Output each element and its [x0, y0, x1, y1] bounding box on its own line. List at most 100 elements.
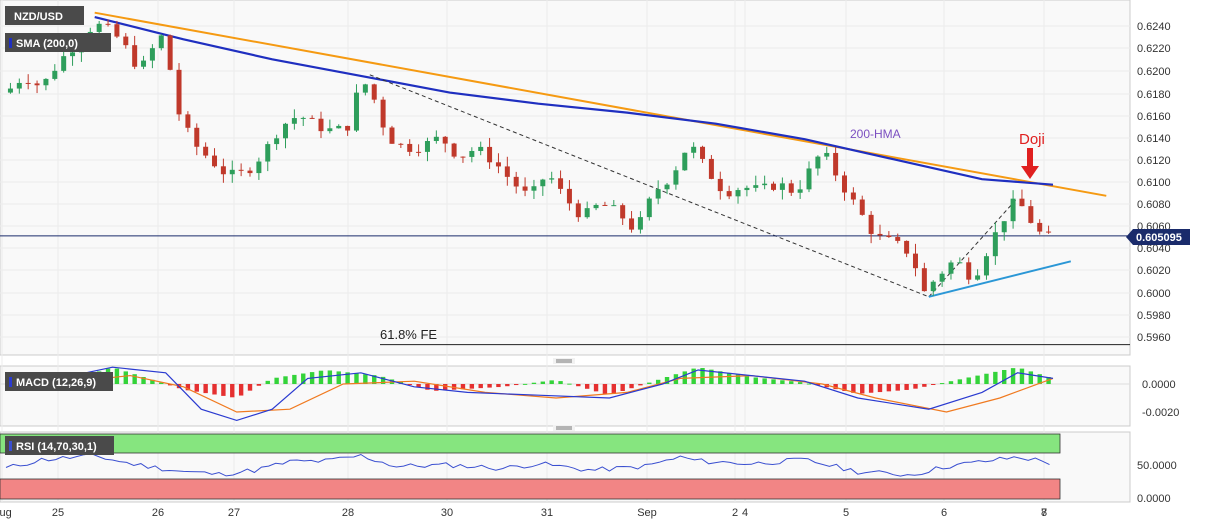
candle-body	[61, 56, 67, 71]
rsi-overbought-band	[0, 433, 1061, 454]
candle-body	[105, 23, 111, 25]
macd-histogram-bar	[726, 372, 732, 384]
candle-body	[779, 183, 785, 190]
price-series	[0, 11, 1130, 346]
macd-histogram-bar	[221, 384, 226, 396]
macd-histogram-bar	[363, 374, 368, 384]
legend-sma[interactable]: SMA (200,0)	[5, 33, 111, 52]
candle-body	[833, 152, 839, 176]
candle-body	[52, 70, 58, 79]
macd-histogram-bar	[877, 384, 883, 393]
candle-body	[451, 143, 457, 157]
price-tick-label: 0.6160	[1137, 111, 1171, 123]
time-tick-label: 2	[732, 507, 738, 519]
candle-body	[353, 92, 359, 131]
candle-body	[637, 217, 643, 230]
candle-body	[850, 192, 856, 200]
macd-histogram-bar	[806, 383, 812, 385]
legend-macd[interactable]: MACD (12,26,9)	[5, 372, 113, 391]
macd-histogram-bar	[753, 377, 758, 384]
macd-histogram-bar	[238, 384, 244, 396]
candle-body	[859, 199, 865, 215]
macd-histogram-bar	[372, 375, 377, 384]
macd-histogram-bar	[194, 384, 199, 392]
candle-body	[123, 36, 129, 46]
current-price-tag: 0.605095	[1126, 229, 1190, 245]
macd-histogram-bar	[913, 384, 918, 389]
candle-body	[682, 152, 688, 171]
legend-rsi[interactable]: RSI (14,70,30,1)	[5, 436, 114, 455]
macd-histogram-bar	[1002, 370, 1007, 384]
macd-histogram-bar	[993, 371, 998, 384]
candle-body	[407, 143, 413, 152]
macd-histogram-bar	[345, 372, 350, 384]
candle-body	[141, 60, 147, 67]
pane-splitter-bottom[interactable]	[553, 425, 575, 431]
candle-body	[921, 268, 927, 292]
candle-body	[611, 205, 617, 207]
pane-splitter-top[interactable]	[553, 358, 575, 364]
macd-histogram-bar	[842, 384, 847, 391]
price-tick-label: 0.5960	[1137, 332, 1171, 344]
time-tick-label: 5	[843, 507, 849, 519]
macd-histogram-bar	[815, 384, 821, 386]
legend-pair[interactable]: NZD/USD	[5, 6, 84, 25]
doji-label: Doji	[1019, 131, 1045, 148]
time-tick-label: 28	[342, 507, 354, 519]
candle-body	[442, 136, 448, 144]
macd-histogram-bar	[336, 371, 341, 384]
candle-body	[788, 183, 794, 193]
macd-histogram-bar	[425, 384, 430, 390]
macd-histogram-bar	[460, 384, 466, 390]
candle-body	[842, 175, 847, 193]
price-tick-label: 0.6080	[1137, 199, 1171, 211]
candle-body	[460, 156, 466, 158]
candle-body	[717, 178, 723, 192]
macd-histogram-bar	[797, 382, 803, 384]
candle-body	[629, 218, 635, 230]
candle-body	[531, 186, 537, 191]
macd-tick-label: -0.0020	[1142, 407, 1179, 419]
sma-200-line	[94, 16, 1054, 186]
macd-histogram-bar	[895, 384, 900, 391]
macd-histogram-bar	[141, 377, 146, 384]
macd-histogram-bar	[230, 384, 235, 398]
macd-histogram-bar	[629, 384, 634, 389]
candle-body	[345, 125, 351, 131]
candle-body	[753, 185, 759, 188]
macd-histogram-bar	[478, 384, 483, 389]
macd-histogram-bar	[487, 384, 492, 388]
candle-body	[283, 123, 288, 139]
macd-histogram-bar	[691, 368, 696, 384]
candle-body	[815, 156, 821, 169]
candle-body	[868, 214, 874, 234]
candle-body	[504, 166, 510, 177]
candle-body	[7, 88, 13, 93]
macd-histogram-bar	[984, 373, 989, 384]
candle-body	[1037, 222, 1043, 232]
macd-histogram-bar	[762, 378, 767, 384]
macd-histogram-bar	[265, 380, 270, 384]
candle-body	[664, 184, 670, 190]
candle-body	[620, 205, 626, 219]
macd-histogram-bar	[584, 384, 590, 389]
rsi-oversold-band	[0, 478, 1061, 500]
macd-histogram-bar	[1037, 374, 1042, 384]
candle-body	[416, 151, 422, 153]
candle-body	[274, 138, 280, 145]
time-tick-label: 4	[742, 507, 748, 519]
candle-body	[513, 176, 519, 187]
candle-body	[700, 146, 706, 159]
rsi-line	[5, 453, 1050, 477]
candle-body	[806, 168, 812, 190]
macd-histogram-bar	[611, 384, 617, 394]
candle-body	[584, 208, 590, 218]
candle-body	[25, 82, 31, 84]
current-price-value: 0.605095	[1136, 232, 1182, 244]
macd-histogram-bar	[132, 374, 137, 384]
candle-body	[646, 198, 652, 218]
price-tick-label: 0.6180	[1137, 89, 1171, 101]
macd-histogram-bar	[1010, 368, 1016, 384]
candle-body	[362, 84, 368, 93]
macd-histogram-bar	[780, 380, 785, 384]
